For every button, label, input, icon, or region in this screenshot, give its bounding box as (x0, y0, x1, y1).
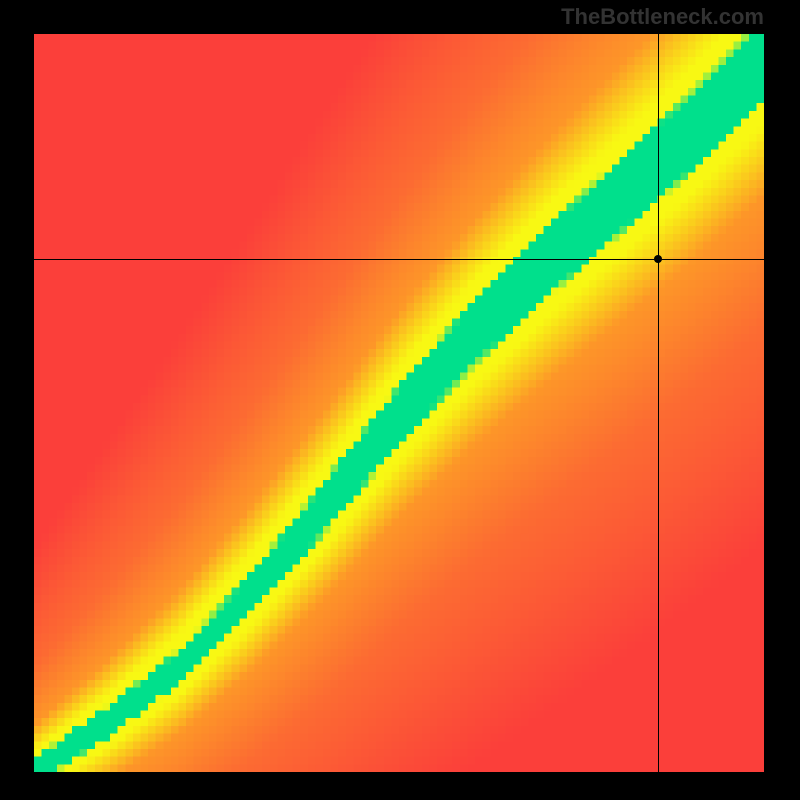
watermark-text: TheBottleneck.com (561, 4, 764, 30)
crosshair-vertical (658, 34, 659, 772)
chart-container: TheBottleneck.com (0, 0, 800, 800)
crosshair-marker (654, 255, 662, 263)
heatmap-plot (34, 34, 764, 772)
heatmap-canvas (34, 34, 764, 772)
